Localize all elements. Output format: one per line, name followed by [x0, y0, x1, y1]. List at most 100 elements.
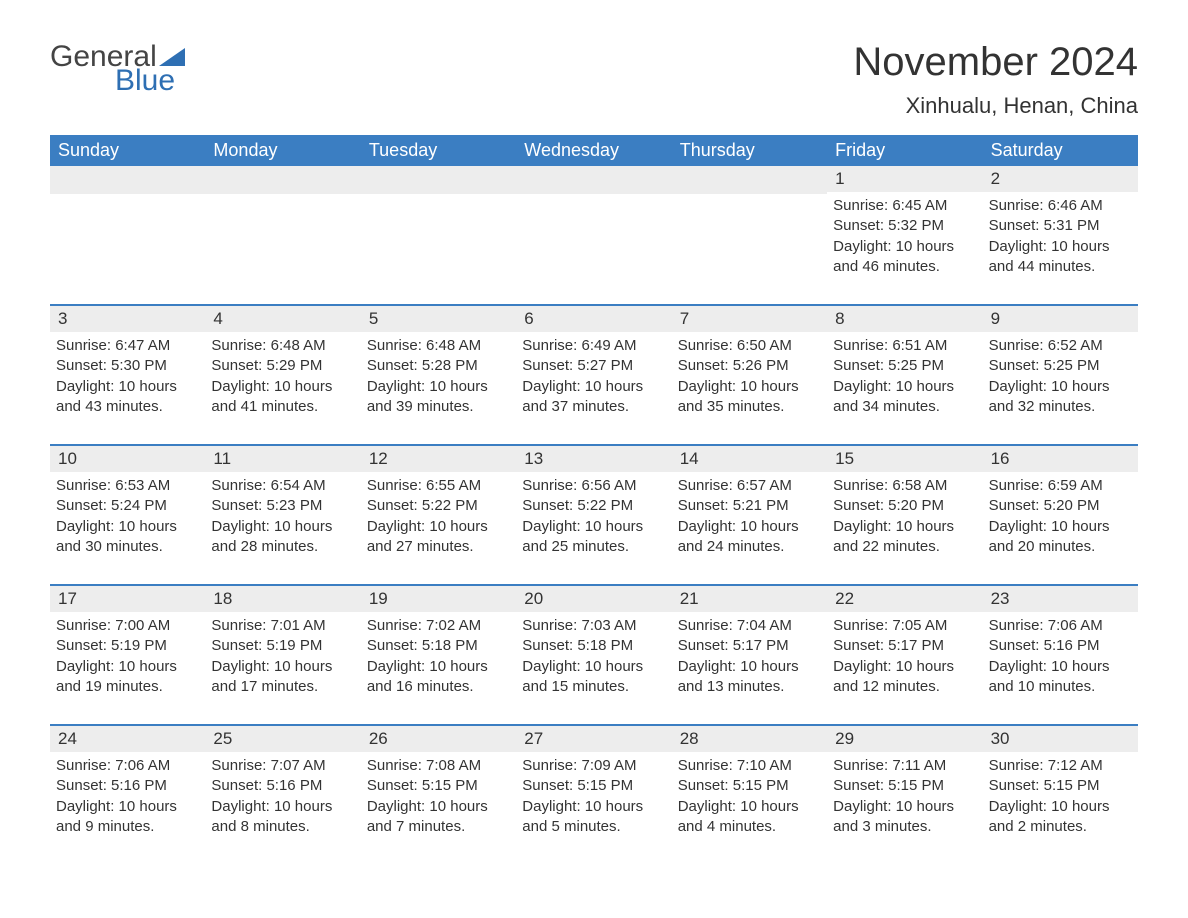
- sunrise-text: Sunrise: 7:09 AM: [522, 756, 663, 776]
- sunrise-text: Sunrise: 6:52 AM: [989, 336, 1130, 356]
- day-number: 5: [361, 306, 516, 332]
- day-cell: 6Sunrise: 6:49 AMSunset: 5:27 PMDaylight…: [516, 306, 671, 426]
- sunset-text: Sunset: 5:18 PM: [522, 636, 663, 656]
- day-body: Sunrise: 6:48 AMSunset: 5:28 PMDaylight:…: [361, 332, 516, 421]
- daylight-text: Daylight: 10 hours and 22 minutes.: [833, 517, 974, 558]
- sunrise-text: Sunrise: 6:49 AM: [522, 336, 663, 356]
- daylight-text: Daylight: 10 hours and 34 minutes.: [833, 377, 974, 418]
- sunset-text: Sunset: 5:15 PM: [989, 776, 1130, 796]
- day-cell: [50, 166, 205, 286]
- day-cell: 27Sunrise: 7:09 AMSunset: 5:15 PMDayligh…: [516, 726, 671, 846]
- week-row: 3Sunrise: 6:47 AMSunset: 5:30 PMDaylight…: [50, 304, 1138, 426]
- weekday-header: Monday: [205, 135, 360, 166]
- day-number: 9: [983, 306, 1138, 332]
- calendar: Sunday Monday Tuesday Wednesday Thursday…: [50, 135, 1138, 846]
- day-number: 10: [50, 446, 205, 472]
- day-cell: 9Sunrise: 6:52 AMSunset: 5:25 PMDaylight…: [983, 306, 1138, 426]
- sunrise-text: Sunrise: 6:58 AM: [833, 476, 974, 496]
- sunrise-text: Sunrise: 6:51 AM: [833, 336, 974, 356]
- day-cell: 14Sunrise: 6:57 AMSunset: 5:21 PMDayligh…: [672, 446, 827, 566]
- day-number: 20: [516, 586, 671, 612]
- day-cell: 28Sunrise: 7:10 AMSunset: 5:15 PMDayligh…: [672, 726, 827, 846]
- day-body: Sunrise: 6:57 AMSunset: 5:21 PMDaylight:…: [672, 472, 827, 561]
- week-row: 1Sunrise: 6:45 AMSunset: 5:32 PMDaylight…: [50, 166, 1138, 286]
- sunrise-text: Sunrise: 7:00 AM: [56, 616, 197, 636]
- daylight-text: Daylight: 10 hours and 32 minutes.: [989, 377, 1130, 418]
- day-cell: 10Sunrise: 6:53 AMSunset: 5:24 PMDayligh…: [50, 446, 205, 566]
- day-body: Sunrise: 7:06 AMSunset: 5:16 PMDaylight:…: [983, 612, 1138, 701]
- sunset-text: Sunset: 5:29 PM: [211, 356, 352, 376]
- day-cell: 22Sunrise: 7:05 AMSunset: 5:17 PMDayligh…: [827, 586, 982, 706]
- sunset-text: Sunset: 5:17 PM: [678, 636, 819, 656]
- day-number: 25: [205, 726, 360, 752]
- daylight-text: Daylight: 10 hours and 4 minutes.: [678, 797, 819, 838]
- weekday-header-row: Sunday Monday Tuesday Wednesday Thursday…: [50, 135, 1138, 166]
- sunrise-text: Sunrise: 6:57 AM: [678, 476, 819, 496]
- sunrise-text: Sunrise: 6:48 AM: [211, 336, 352, 356]
- day-body: Sunrise: 7:05 AMSunset: 5:17 PMDaylight:…: [827, 612, 982, 701]
- day-body: Sunrise: 6:45 AMSunset: 5:32 PMDaylight:…: [827, 192, 982, 281]
- day-cell: 20Sunrise: 7:03 AMSunset: 5:18 PMDayligh…: [516, 586, 671, 706]
- day-body: Sunrise: 6:55 AMSunset: 5:22 PMDaylight:…: [361, 472, 516, 561]
- day-number: 28: [672, 726, 827, 752]
- day-body: Sunrise: 7:12 AMSunset: 5:15 PMDaylight:…: [983, 752, 1138, 841]
- day-body: Sunrise: 6:48 AMSunset: 5:29 PMDaylight:…: [205, 332, 360, 421]
- sunrise-text: Sunrise: 7:03 AM: [522, 616, 663, 636]
- sunset-text: Sunset: 5:15 PM: [678, 776, 819, 796]
- day-body: Sunrise: 7:03 AMSunset: 5:18 PMDaylight:…: [516, 612, 671, 701]
- day-cell: 26Sunrise: 7:08 AMSunset: 5:15 PMDayligh…: [361, 726, 516, 846]
- day-cell: 1Sunrise: 6:45 AMSunset: 5:32 PMDaylight…: [827, 166, 982, 286]
- sunset-text: Sunset: 5:17 PM: [833, 636, 974, 656]
- week-row: 24Sunrise: 7:06 AMSunset: 5:16 PMDayligh…: [50, 724, 1138, 846]
- sunset-text: Sunset: 5:15 PM: [833, 776, 974, 796]
- day-body: Sunrise: 7:08 AMSunset: 5:15 PMDaylight:…: [361, 752, 516, 841]
- sunset-text: Sunset: 5:15 PM: [522, 776, 663, 796]
- daylight-text: Daylight: 10 hours and 35 minutes.: [678, 377, 819, 418]
- day-body: Sunrise: 6:49 AMSunset: 5:27 PMDaylight:…: [516, 332, 671, 421]
- day-body: Sunrise: 6:46 AMSunset: 5:31 PMDaylight:…: [983, 192, 1138, 281]
- weekday-header: Wednesday: [516, 135, 671, 166]
- daylight-text: Daylight: 10 hours and 19 minutes.: [56, 657, 197, 698]
- day-body: Sunrise: 7:01 AMSunset: 5:19 PMDaylight:…: [205, 612, 360, 701]
- day-cell: [205, 166, 360, 286]
- day-number: 26: [361, 726, 516, 752]
- daylight-text: Daylight: 10 hours and 15 minutes.: [522, 657, 663, 698]
- sunrise-text: Sunrise: 7:06 AM: [989, 616, 1130, 636]
- daylight-text: Daylight: 10 hours and 28 minutes.: [211, 517, 352, 558]
- day-empty-header: [516, 166, 671, 194]
- sunset-text: Sunset: 5:22 PM: [367, 496, 508, 516]
- day-body: Sunrise: 6:51 AMSunset: 5:25 PMDaylight:…: [827, 332, 982, 421]
- day-cell: 2Sunrise: 6:46 AMSunset: 5:31 PMDaylight…: [983, 166, 1138, 286]
- sunset-text: Sunset: 5:26 PM: [678, 356, 819, 376]
- sunrise-text: Sunrise: 6:47 AM: [56, 336, 197, 356]
- day-cell: 13Sunrise: 6:56 AMSunset: 5:22 PMDayligh…: [516, 446, 671, 566]
- daylight-text: Daylight: 10 hours and 8 minutes.: [211, 797, 352, 838]
- day-body: Sunrise: 7:04 AMSunset: 5:17 PMDaylight:…: [672, 612, 827, 701]
- day-empty-header: [361, 166, 516, 194]
- day-number: 15: [827, 446, 982, 472]
- sunrise-text: Sunrise: 7:04 AM: [678, 616, 819, 636]
- day-cell: 25Sunrise: 7:07 AMSunset: 5:16 PMDayligh…: [205, 726, 360, 846]
- daylight-text: Daylight: 10 hours and 9 minutes.: [56, 797, 197, 838]
- day-cell: 11Sunrise: 6:54 AMSunset: 5:23 PMDayligh…: [205, 446, 360, 566]
- day-number: 4: [205, 306, 360, 332]
- day-cell: 16Sunrise: 6:59 AMSunset: 5:20 PMDayligh…: [983, 446, 1138, 566]
- day-number: 23: [983, 586, 1138, 612]
- day-cell: 23Sunrise: 7:06 AMSunset: 5:16 PMDayligh…: [983, 586, 1138, 706]
- sunrise-text: Sunrise: 6:53 AM: [56, 476, 197, 496]
- daylight-text: Daylight: 10 hours and 7 minutes.: [367, 797, 508, 838]
- sunset-text: Sunset: 5:28 PM: [367, 356, 508, 376]
- day-number: 24: [50, 726, 205, 752]
- daylight-text: Daylight: 10 hours and 3 minutes.: [833, 797, 974, 838]
- day-cell: 24Sunrise: 7:06 AMSunset: 5:16 PMDayligh…: [50, 726, 205, 846]
- sunset-text: Sunset: 5:21 PM: [678, 496, 819, 516]
- week-row: 10Sunrise: 6:53 AMSunset: 5:24 PMDayligh…: [50, 444, 1138, 566]
- day-empty-header: [50, 166, 205, 194]
- day-cell: 15Sunrise: 6:58 AMSunset: 5:20 PMDayligh…: [827, 446, 982, 566]
- day-number: 22: [827, 586, 982, 612]
- day-cell: 19Sunrise: 7:02 AMSunset: 5:18 PMDayligh…: [361, 586, 516, 706]
- day-cell: 29Sunrise: 7:11 AMSunset: 5:15 PMDayligh…: [827, 726, 982, 846]
- day-cell: [361, 166, 516, 286]
- day-cell: 21Sunrise: 7:04 AMSunset: 5:17 PMDayligh…: [672, 586, 827, 706]
- day-empty-header: [205, 166, 360, 194]
